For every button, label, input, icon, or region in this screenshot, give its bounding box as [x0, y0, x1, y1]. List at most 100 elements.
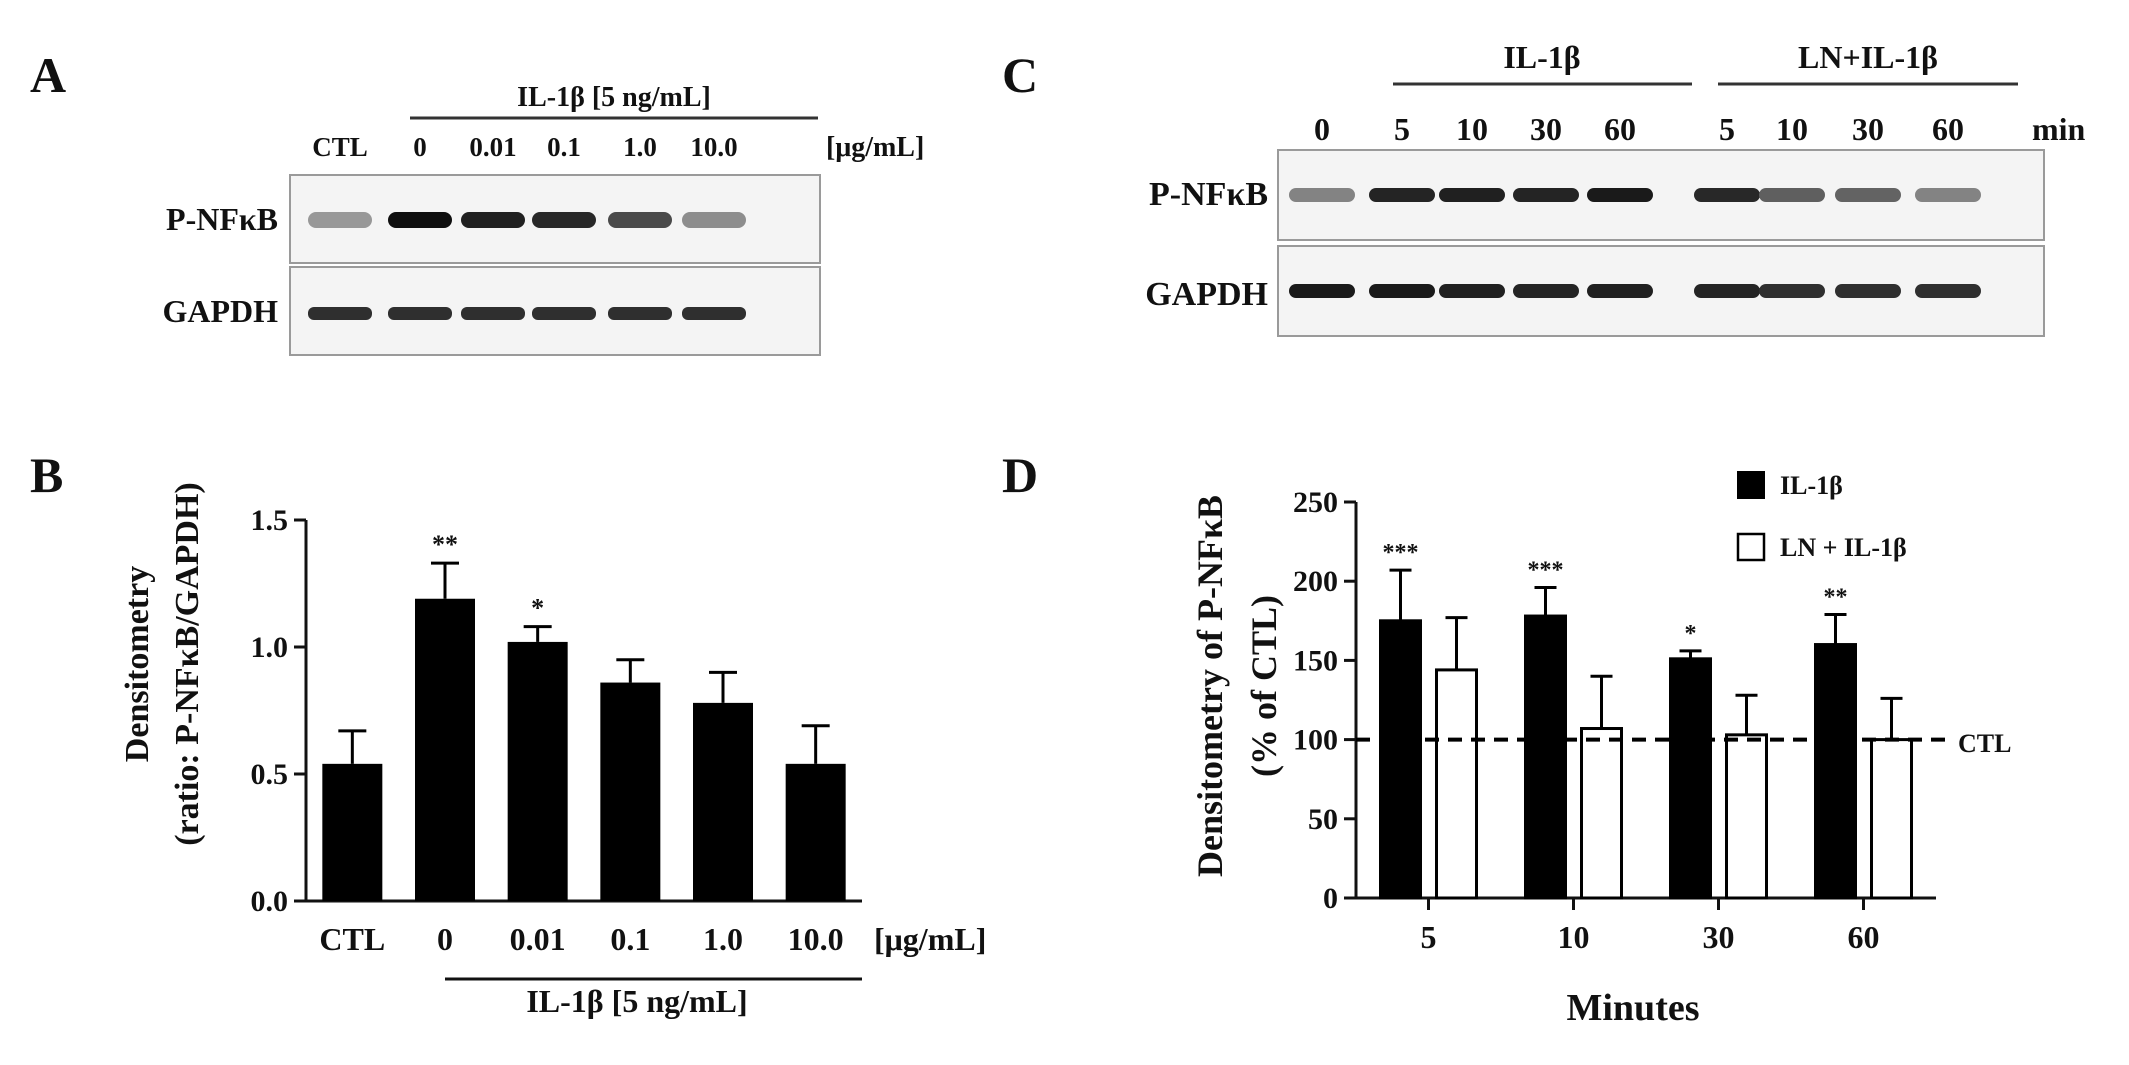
- panel-c-band-pnfkb: [1513, 188, 1579, 202]
- panel-a-unit: [μg/mL]: [826, 132, 924, 163]
- chart-b-axes: 0.0 0.5 1.0 1.5 CTL 0 0.01 0.1 1.0 10.0: [251, 504, 862, 957]
- chart-d-ylabel: Densitometry of P-NFκB: [1190, 495, 1230, 877]
- chart-b-y-tick-label: 0.5: [251, 758, 289, 791]
- panel-a-band-pnfkb: [308, 212, 372, 228]
- panel-a-band-gapdh: [308, 307, 372, 320]
- panel-b: B Densitometry (ratio: P-NFκB/GAPDH) 0.0…: [30, 447, 986, 1019]
- panel-c-lane-label: 10: [1776, 111, 1808, 147]
- panel-a-bands: [308, 212, 746, 320]
- panel-a-band-gapdh: [532, 307, 596, 320]
- chart-d-significance: *: [1685, 621, 1697, 647]
- chart-d-x-tick-label: 30: [1703, 919, 1735, 955]
- panel-c-lane-label: 0: [1314, 111, 1330, 147]
- panel-c-letter: C: [1002, 47, 1038, 103]
- chart-d-bar-ln-il1b: [1725, 733, 1768, 900]
- panel-c-band-gapdh: [1289, 284, 1355, 298]
- panel-a-lane-label: 1.0: [623, 132, 657, 162]
- panel-c-group1: IL-1β: [1503, 39, 1580, 75]
- chart-b-bar: [693, 702, 753, 901]
- panel-a-band-gapdh: [682, 307, 746, 320]
- panel-c-band-pnfkb: [1439, 188, 1505, 202]
- panel-c-row-pnfkb: P-NFκB: [1149, 176, 1268, 213]
- chart-b-bar: [322, 763, 383, 901]
- panel-c: C IL-1β LN+IL-1β min 0 5 10 30 60 5 10 30 60 P-N…: [1002, 39, 2086, 337]
- chart-b-x-tick-label: 0.01: [510, 921, 566, 957]
- chart-d-x-tick-label: 10: [1558, 919, 1590, 955]
- legend-label-ln-il1b: LN + IL-1β: [1780, 533, 1907, 562]
- chart-b-x-tick-label: 0.1: [610, 921, 650, 957]
- panel-c-lane-label: 30: [1530, 111, 1562, 147]
- panel-a-band-gapdh: [608, 307, 672, 320]
- chart-d-bar-il1b: [1669, 657, 1712, 900]
- panel-a-band-gapdh: [461, 307, 525, 320]
- panel-a-band-pnfkb: [682, 212, 746, 228]
- panel-a-header: IL-1β [5 ng/mL]: [517, 82, 711, 113]
- chart-b-group-label: IL-1β [5 ng/mL]: [526, 983, 747, 1019]
- chart-b-significance: **: [432, 530, 458, 559]
- panel-c-band-gapdh: [1513, 284, 1579, 298]
- panel-c-band-gapdh: [1694, 284, 1760, 298]
- panel-d-letter: D: [1002, 447, 1038, 503]
- panel-c-lane-label: 5: [1394, 111, 1410, 147]
- panel-c-lane-label: 10: [1456, 111, 1488, 147]
- panel-c-group2: LN+IL-1β: [1798, 39, 1938, 75]
- panel-c-band-pnfkb: [1369, 188, 1435, 202]
- panel-c-band-pnfkb: [1835, 188, 1901, 202]
- panel-a-lane-label: 0: [413, 132, 427, 162]
- panel-a-lane-label: 0.01: [469, 132, 516, 162]
- panel-c-band-pnfkb: [1587, 188, 1653, 202]
- panel-c-lane-label: 60: [1604, 111, 1636, 147]
- chart-d-y-tick-label: 250: [1293, 486, 1338, 519]
- panel-a: A IL-1β [5 ng/mL] [μg/mL] CTL 0 0.01 0.1 1.0…: [30, 47, 924, 356]
- chart-b-bar: [600, 682, 661, 901]
- chart-d-x-tick-label: 5: [1421, 919, 1437, 955]
- chart-d-bar-ln-il1b: [1435, 668, 1478, 900]
- panel-b-letter: B: [30, 447, 63, 503]
- panel-c-band-pnfkb: [1289, 188, 1355, 202]
- chart-d-bar-il1b: [1814, 643, 1857, 900]
- chart-b-bar: [415, 598, 475, 901]
- chart-d-y-tick-label: 200: [1293, 565, 1338, 598]
- chart-b-x-tick-label: 10.0: [788, 921, 844, 957]
- panel-c-band-gapdh: [1369, 284, 1435, 298]
- panel-c-band-gapdh: [1835, 284, 1901, 298]
- chart-b-bar: [507, 641, 568, 901]
- chart-d-bar-ln-il1b: [1870, 738, 1913, 900]
- panel-c-band-gapdh: [1759, 284, 1825, 298]
- panel-c-band-gapdh: [1587, 284, 1653, 298]
- chart-d-significance: ***: [1383, 540, 1419, 566]
- panel-a-lane-labels: CTL 0 0.01 0.1 1.0 10.0: [312, 132, 737, 162]
- chart-b-x-tick-label: 1.0: [703, 921, 743, 957]
- chart-b-significance: *: [531, 594, 544, 623]
- panel-a-lane-label: CTL: [312, 132, 368, 162]
- panel-a-band-pnfkb: [388, 212, 452, 228]
- panel-c-unit: min: [2032, 111, 2086, 147]
- chart-d-ctl-label: CTL: [1958, 729, 2011, 758]
- chart-b-y-tick-label: 0.0: [251, 885, 289, 918]
- chart-d-bar-il1b: [1379, 619, 1422, 900]
- panel-c-band-gapdh: [1439, 284, 1505, 298]
- chart-b-unit: [μg/mL]: [874, 921, 986, 957]
- legend-label-il1b: IL-1β: [1780, 471, 1843, 500]
- panel-d: D Densitometry of P-NFκB (% of CTL) 0 50 1…: [1002, 447, 2011, 1029]
- chart-d-y-tick-label: 150: [1293, 644, 1338, 677]
- panel-c-band-pnfkb: [1915, 188, 1981, 202]
- panel-c-lane-label: 30: [1852, 111, 1884, 147]
- panel-a-band-pnfkb: [608, 212, 672, 228]
- legend-swatch-ln-il1b: [1736, 532, 1766, 562]
- chart-b-x-tick-label: CTL: [319, 921, 385, 957]
- panel-a-lane-label: 0.1: [547, 132, 581, 162]
- chart-d-x-tick-label: 60: [1848, 919, 1880, 955]
- panel-c-band-pnfkb: [1759, 188, 1825, 202]
- panel-c-lane-label: 60: [1932, 111, 1964, 147]
- panel-c-bands: [1289, 188, 1981, 298]
- chart-b-x-tick-label: 0: [437, 921, 453, 957]
- panel-a-band-pnfkb: [532, 212, 596, 228]
- chart-d-bars: *********: [1356, 540, 1950, 900]
- chart-d-y-tick-label: 0: [1323, 882, 1338, 915]
- chart-b-ylabel2: (ratio: P-NFκB/GAPDH): [169, 482, 206, 846]
- legend-swatch-il1b: [1737, 471, 1765, 499]
- panel-a-lane-label: 10.0: [690, 132, 737, 162]
- panel-c-lane-labels: 0 5 10 30 60 5 10 30 60: [1314, 111, 1964, 147]
